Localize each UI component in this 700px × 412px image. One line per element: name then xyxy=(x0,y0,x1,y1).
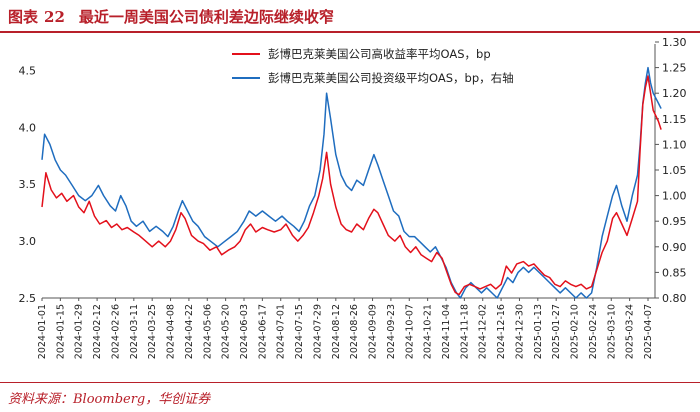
x-tick-label: 2024-07-29 xyxy=(312,304,323,359)
x-tick-label: 2024-09-09 xyxy=(368,304,379,359)
y-left-tick-label: 3.5 xyxy=(19,178,37,191)
x-tick-label: 2024-01-29 xyxy=(74,304,85,359)
x-tick-label: 2025-04-07 xyxy=(643,304,654,359)
x-tick-label: 2024-10-21 xyxy=(423,304,434,359)
legend-label-investment-grade: 彭博巴克莱美国公司投资级平均OAS，bp，右轴 xyxy=(268,71,514,85)
x-tick-label: 2024-12-16 xyxy=(496,304,507,359)
x-tick-label: 2024-02-26 xyxy=(110,304,121,359)
y-left-tick-label: 4.0 xyxy=(19,121,37,134)
figure-title: 图表 22 最近一周美国公司债利差边际继续收窄 xyxy=(8,6,334,27)
x-tick-label: 2024-01-15 xyxy=(55,304,66,359)
x-tick-label: 2025-03-10 xyxy=(606,304,617,359)
x-tick-label: 2024-06-03 xyxy=(239,304,250,359)
figure-title-text: 最近一周美国公司债利差边际继续收窄 xyxy=(78,8,334,26)
x-tick-label: 2024-06-17 xyxy=(257,304,268,359)
x-tick-label: 2024-05-06 xyxy=(202,304,213,359)
chart-legend: 彭博巴克莱美国公司高收益率平均OAS，bp 彭博巴克莱美国公司投资级平均OAS，b… xyxy=(232,47,514,85)
x-tick-label: 2024-04-22 xyxy=(184,304,195,359)
x-tick-label: 2024-03-25 xyxy=(147,304,158,359)
chart-axes: 2.5 3.0 3.5 4.0 4.5 0.80 0.85 0.90 0.95 1.00 1.05 1… xyxy=(19,36,687,359)
y-right-tick-label: 1.05 xyxy=(662,164,687,177)
x-tick-label: 2024-04-08 xyxy=(166,304,177,359)
x-tick-label: 2024-08-26 xyxy=(349,304,360,359)
title-rule xyxy=(0,31,700,33)
x-tick-label: 2025-02-24 xyxy=(588,304,599,359)
source-note: 资料来源：Bloomberg，华创证券 xyxy=(8,392,211,407)
x-tick-label: 2024-07-01 xyxy=(276,304,287,359)
chart-lines xyxy=(41,66,662,299)
x-tick-label: 2024-12-02 xyxy=(478,304,489,359)
y-left-tick-label: 3.0 xyxy=(19,235,37,248)
x-tick-label: 2024-08-12 xyxy=(331,304,342,359)
y-right-tick-label: 0.80 xyxy=(662,292,687,305)
x-tick-label: 2024-10-07 xyxy=(404,304,415,359)
x-tick-label: 2025-01-13 xyxy=(533,304,544,359)
y-right-tick-label: 0.90 xyxy=(662,241,687,254)
y-right-tick-label: 0.85 xyxy=(662,266,687,279)
series-line-investment-grade xyxy=(41,66,662,299)
x-tick-label: 2024-09-23 xyxy=(386,304,397,359)
figure-number: 22 xyxy=(44,8,65,26)
x-tick-label: 2024-11-18 xyxy=(459,304,470,359)
x-tick-label: 2024-03-11 xyxy=(129,304,140,359)
y-right-tick-label: 1.15 xyxy=(662,113,687,126)
y-right-tick-label: 1.20 xyxy=(662,87,687,100)
x-tick-label: 2024-11-04 xyxy=(441,304,452,359)
y-right-tick-label: 1.10 xyxy=(662,138,687,151)
source-rule xyxy=(0,382,700,383)
x-tick-label: 2024-02-12 xyxy=(92,304,103,359)
legend-label-high-yield: 彭博巴克莱美国公司高收益率平均OAS，bp xyxy=(268,47,491,61)
y-right-tick-label: 1.30 xyxy=(662,36,687,49)
y-left-tick-label: 4.5 xyxy=(19,64,37,77)
figure-label: 图表 xyxy=(8,8,39,26)
x-tick-label: 2025-02-10 xyxy=(570,304,581,359)
y-right-tick-label: 1.00 xyxy=(662,190,687,203)
series-line-high-yield xyxy=(41,75,662,296)
y-right-tick-label: 0.95 xyxy=(662,215,687,228)
x-tick-label: 2024-05-20 xyxy=(221,304,232,359)
y-left-tick-label: 2.5 xyxy=(19,292,37,305)
x-tick-label: 2024-01-01 xyxy=(37,304,48,359)
x-tick-label: 2025-03-24 xyxy=(625,304,636,359)
x-tick-label: 2025-01-27 xyxy=(551,304,562,359)
x-tick-label: 2024-12-30 xyxy=(514,304,525,359)
x-tick-label: 2024-07-15 xyxy=(294,304,305,359)
y-right-tick-label: 1.25 xyxy=(662,62,687,75)
